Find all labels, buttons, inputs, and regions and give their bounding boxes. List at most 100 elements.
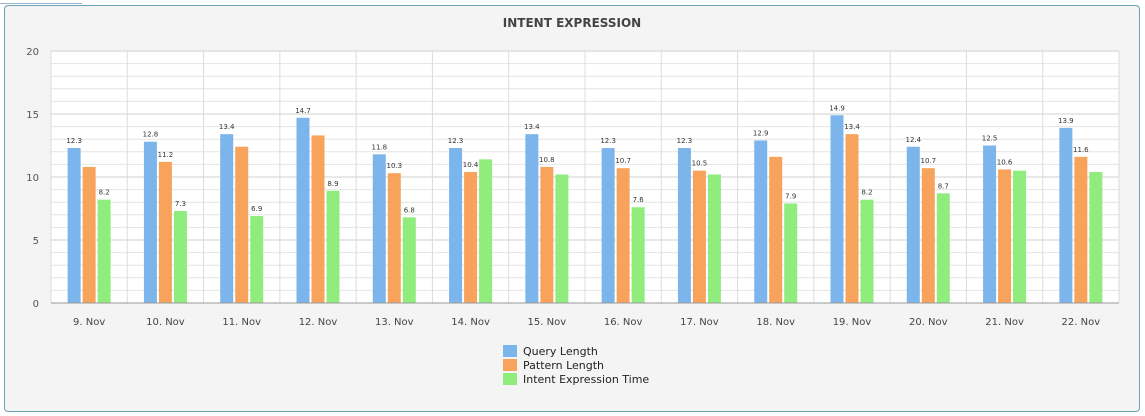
bar-intent-expression-time <box>707 174 721 303</box>
data-label: 12.3 <box>600 137 616 145</box>
y-tick-label: 5 <box>33 236 39 247</box>
bar-query-length <box>1059 127 1073 303</box>
bar-query-length <box>830 115 844 303</box>
y-tick-label: 20 <box>26 47 39 58</box>
bar-pattern-length <box>998 169 1012 303</box>
data-label: 10.6 <box>997 158 1013 166</box>
bar-pattern-length <box>1074 156 1088 303</box>
bar-intent-expression-time <box>555 174 569 303</box>
data-label: 10.3 <box>386 162 402 170</box>
data-label: 7.9 <box>785 192 796 200</box>
y-tick-label: 15 <box>26 110 39 121</box>
x-tick-label: 22. Nov <box>1062 317 1101 328</box>
data-label: 13.4 <box>524 123 540 131</box>
data-label: 10.7 <box>615 157 631 165</box>
data-label: 6.8 <box>404 206 415 214</box>
x-tick-label: 21. Nov <box>985 317 1024 328</box>
bar-pattern-length <box>845 134 859 303</box>
data-label: 12.3 <box>677 137 693 145</box>
data-label: 8.9 <box>327 180 338 188</box>
x-tick-label: 13. Nov <box>375 317 414 328</box>
data-label: 14.9 <box>829 104 845 112</box>
x-tick-label: 18. Nov <box>756 317 795 328</box>
bar-query-length <box>754 140 768 303</box>
bar-pattern-length <box>616 168 630 303</box>
data-label: 13.4 <box>844 123 860 131</box>
x-tick-label: 19. Nov <box>833 317 872 328</box>
bar-query-length <box>220 134 234 303</box>
bar-query-length <box>677 148 691 303</box>
bar-query-length <box>601 148 615 303</box>
x-tick-label: 10. Nov <box>146 317 185 328</box>
x-tick-label: 9. Nov <box>73 317 105 328</box>
y-tick-label: 0 <box>33 299 39 310</box>
data-label: 6.9 <box>251 205 262 213</box>
chart-panel: INTENT EXPRESSION 0 5 10 15 20 12.3 8.2 9. Nov 1… <box>4 5 1140 412</box>
data-label: 11.8 <box>371 143 387 151</box>
bar-chart: 0 5 10 15 20 12.3 8.2 9. Nov 12.8 11.2 7.3 10. Nov 1… <box>26 47 1120 328</box>
x-tick-label: 20. Nov <box>909 317 948 328</box>
bar-intent-expression-time <box>1089 171 1103 303</box>
bar-pattern-length <box>387 173 401 303</box>
legend-swatch <box>503 345 517 357</box>
legend-swatch <box>503 373 517 385</box>
bar-query-length <box>906 146 920 303</box>
bar-pattern-length <box>540 166 554 303</box>
bar-pattern-length <box>235 146 249 303</box>
bar-intent-expression-time <box>97 199 111 303</box>
data-label: 8.2 <box>99 189 110 197</box>
data-label: 10.8 <box>539 156 555 164</box>
x-tick-label: 15. Nov <box>528 317 567 328</box>
data-label: 13.4 <box>219 123 235 131</box>
bar-pattern-length <box>82 166 96 303</box>
data-label: 11.6 <box>1073 146 1089 154</box>
bar-pattern-length <box>464 171 478 303</box>
bar-query-length <box>67 148 81 303</box>
bar-intent-expression-time <box>631 207 645 303</box>
bar-pattern-length <box>921 168 935 303</box>
data-label: 12.3 <box>448 137 464 145</box>
legend-item[interactable]: Intent Expression Time <box>503 372 649 386</box>
data-label: 10.5 <box>692 160 708 168</box>
bar-intent-expression-time <box>479 159 493 303</box>
bar-pattern-length <box>158 161 172 303</box>
data-label: 12.8 <box>143 131 159 139</box>
data-label: 12.5 <box>982 135 998 143</box>
data-label: 14.7 <box>295 107 311 115</box>
bar-intent-expression-time <box>173 211 187 303</box>
data-label: 12.4 <box>905 136 921 144</box>
bar-query-length <box>296 117 310 303</box>
bar-pattern-length <box>692 170 706 303</box>
data-label: 12.9 <box>753 129 769 137</box>
data-label: 13.9 <box>1058 117 1074 125</box>
legend-item[interactable]: Pattern Length <box>503 358 649 372</box>
x-tick-label: 12. Nov <box>299 317 338 328</box>
tab-underline <box>0 0 82 4</box>
chart-title: INTENT EXPRESSION <box>502 16 642 30</box>
bar-pattern-length <box>769 156 783 303</box>
data-label: 10.4 <box>463 161 479 169</box>
y-tick-label: 10 <box>26 173 39 184</box>
chart-legend: Query Length Pattern Length Intent Express… <box>503 344 649 386</box>
bar-intent-expression-time <box>402 217 416 303</box>
bar-query-length <box>143 141 157 303</box>
data-label: 11.2 <box>158 151 174 159</box>
data-label: 8.7 <box>938 182 949 190</box>
bar-intent-expression-time <box>936 193 950 303</box>
legend-swatch <box>503 359 517 371</box>
bar-query-length <box>525 134 539 303</box>
data-label: 10.7 <box>920 157 936 165</box>
bar-query-length <box>983 145 997 303</box>
x-tick-label: 11. Nov <box>222 317 261 328</box>
data-label: 8.2 <box>861 189 872 197</box>
legend-item[interactable]: Query Length <box>503 344 649 358</box>
bar-query-length <box>372 154 386 303</box>
data-label: 7.6 <box>633 196 645 204</box>
bar-pattern-length <box>311 135 325 303</box>
bar-intent-expression-time <box>1013 170 1027 303</box>
x-tick-label: 17. Nov <box>680 317 719 328</box>
bar-intent-expression-time <box>326 190 340 303</box>
bar-intent-expression-time <box>784 203 798 303</box>
legend-label: Query Length <box>523 344 598 358</box>
bar-query-length <box>449 148 463 303</box>
